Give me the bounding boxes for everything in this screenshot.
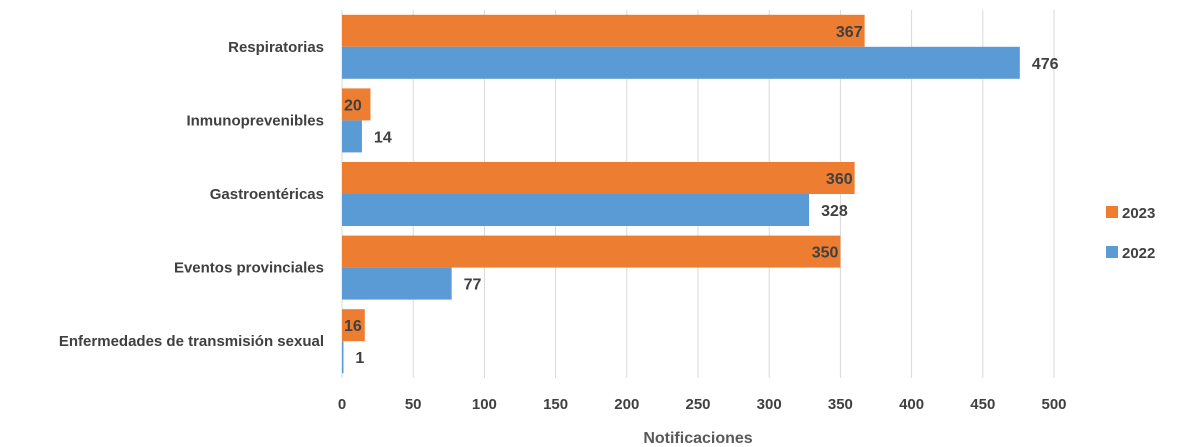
x-tick-label: 450 — [970, 396, 995, 413]
legend-label-2023: 2023 — [1122, 205, 1155, 222]
bar-2023-4 — [342, 309, 365, 342]
x-tick-label: 0 — [338, 396, 346, 413]
bar-2023-2 — [342, 162, 855, 194]
bar-2023-1 — [342, 88, 371, 121]
bar-2023-0 — [342, 14, 865, 47]
x-tick-label: 350 — [828, 396, 853, 413]
data-label-2022: 14 — [374, 129, 392, 146]
data-label-2023: 16 — [344, 318, 362, 335]
bar-2022-4 — [342, 341, 344, 374]
x-tick-label: 50 — [405, 396, 422, 413]
bars — [342, 14, 1020, 374]
x-tick-label: 500 — [1041, 396, 1066, 413]
x-tick-label: 400 — [899, 396, 924, 413]
data-label-2023: 20 — [344, 97, 362, 114]
data-labels: 367 476 20 14 360 328 350 77 16 1 — [344, 24, 1059, 367]
data-label-2023: 367 — [836, 24, 863, 41]
bar-2022-3 — [342, 267, 452, 300]
legend: 2023 2022 — [1106, 205, 1155, 262]
data-label-2023: 350 — [812, 245, 839, 262]
x-axis-title: Notificaciones — [643, 430, 752, 447]
bar-2022-1 — [342, 120, 362, 153]
legend-swatch-2022 — [1106, 246, 1118, 258]
category-label: Enfermedades de transmisión sexual — [59, 333, 324, 350]
x-tick-label: 250 — [685, 396, 710, 413]
category-label: Gastroentéricas — [210, 186, 324, 203]
category-labels: Respiratorias Inmunoprevenibles Gastroenté… — [59, 39, 324, 350]
x-tick-label: 300 — [757, 396, 782, 413]
data-label-2022: 1 — [355, 350, 364, 367]
bar-2022-0 — [342, 46, 1020, 79]
bar-2023-3 — [342, 235, 841, 268]
data-label-2023: 360 — [826, 171, 853, 188]
category-label: Eventos provinciales — [174, 260, 324, 277]
x-tick-label: 200 — [614, 396, 639, 413]
data-label-2022: 328 — [821, 203, 848, 220]
data-label-2022: 77 — [464, 277, 482, 294]
category-label: Respiratorias — [228, 39, 324, 56]
x-tick-label: 150 — [543, 396, 568, 413]
data-label-2022: 476 — [1032, 56, 1059, 73]
x-tick-labels: 0 50 100 150 200 250 300 350 400 450 500 — [338, 396, 1067, 413]
bar-2022-2 — [342, 194, 810, 226]
x-tick-label: 100 — [472, 396, 497, 413]
legend-swatch-2023 — [1106, 206, 1118, 218]
legend-label-2022: 2022 — [1122, 245, 1155, 262]
category-label: Inmunoprevenibles — [186, 112, 324, 129]
